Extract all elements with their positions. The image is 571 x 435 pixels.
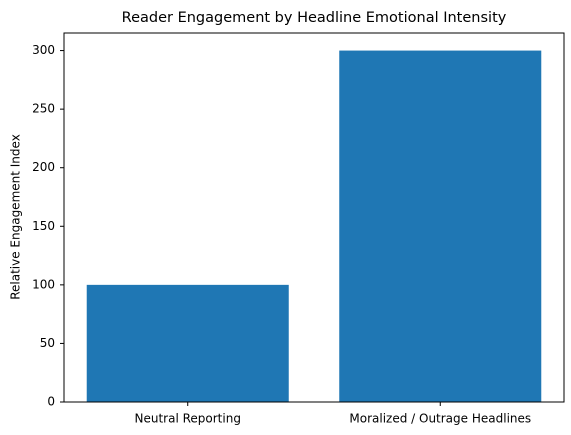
y-tick-label: 200 [32,160,55,174]
y-tick-label: 250 [32,102,55,116]
x-tick-label: Neutral Reporting [135,412,241,426]
bar [339,50,542,402]
y-tick-label: 0 [47,395,55,409]
x-tick-label: Moralized / Outrage Headlines [349,412,531,426]
chart-title: Reader Engagement by Headline Emotional … [122,10,507,26]
plot-frame [63,32,565,403]
y-tick-label: 300 [32,43,55,57]
y-axis-label: Relative Engagement Index [9,134,23,300]
bar [86,284,289,402]
y-tick-label: 150 [32,219,55,233]
y-tick-label: 50 [40,336,55,350]
y-tick-label: 100 [32,277,55,291]
